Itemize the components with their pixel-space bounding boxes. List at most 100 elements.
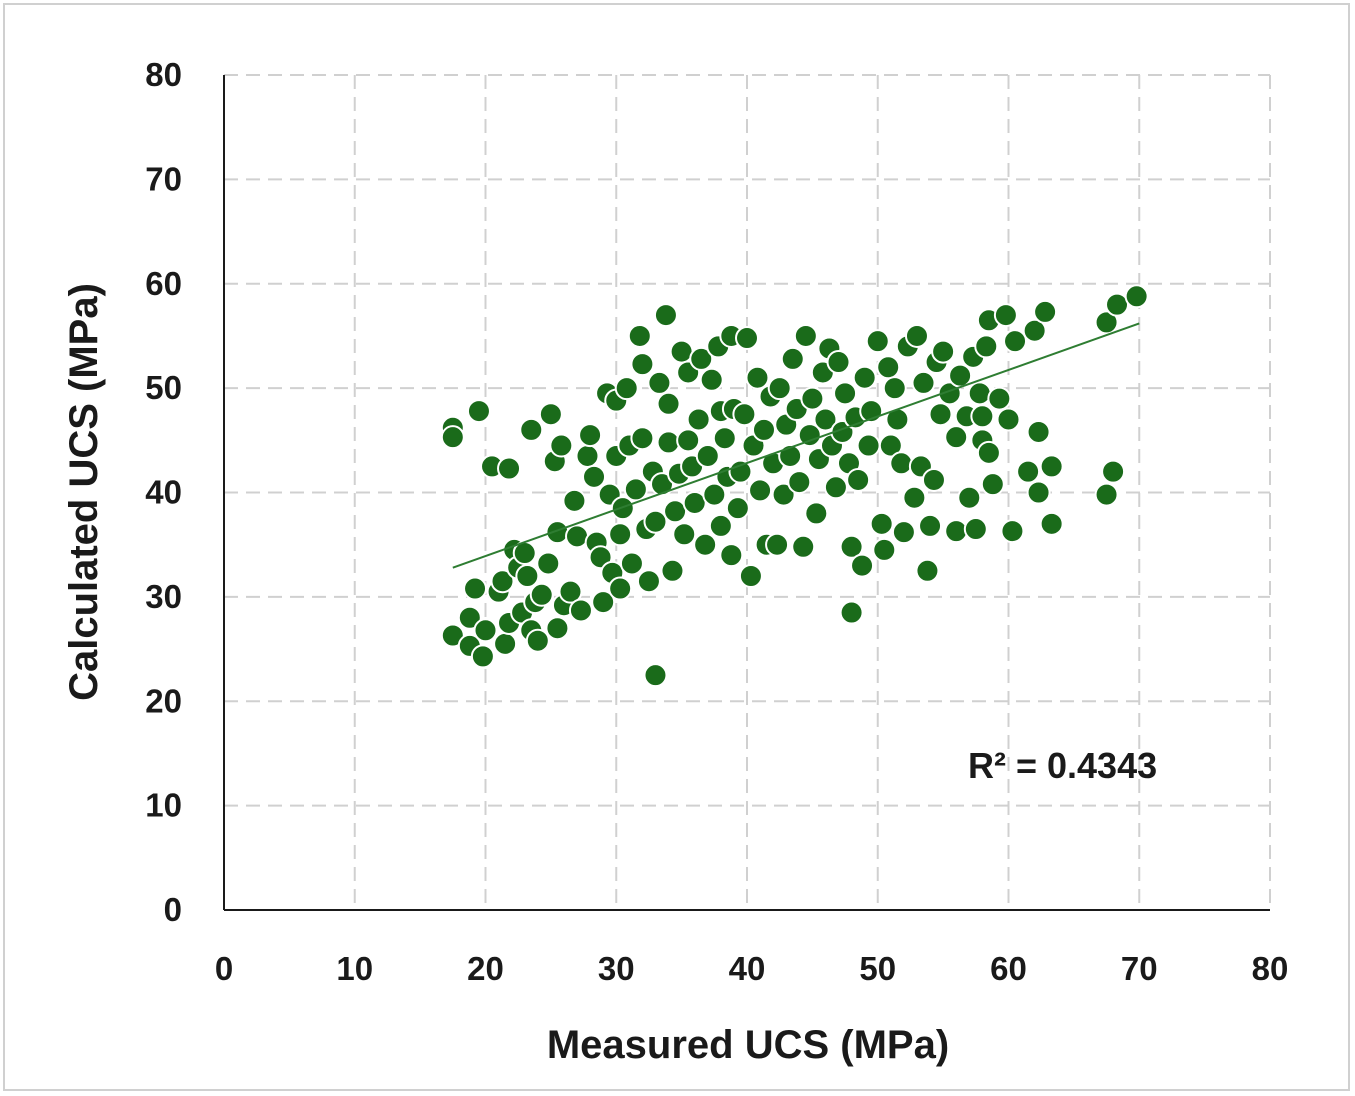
data-point <box>660 558 685 583</box>
data-point <box>689 346 714 371</box>
data-point <box>948 363 973 388</box>
data-point <box>872 537 897 562</box>
data-point <box>529 582 554 607</box>
x-tick-label: 0 <box>215 950 233 987</box>
data-point <box>738 564 763 588</box>
data-point <box>672 522 697 547</box>
data-point <box>519 417 544 442</box>
data-point <box>656 391 681 416</box>
data-point <box>686 407 711 432</box>
r-squared-label: R² = 0.4343 <box>968 745 1157 786</box>
data-point <box>735 326 759 351</box>
data-point <box>751 417 776 442</box>
data-point <box>1094 310 1119 335</box>
data-point <box>653 303 678 328</box>
data-point <box>630 426 655 451</box>
data-point <box>931 339 956 364</box>
data-point <box>693 532 718 557</box>
data-point <box>525 628 550 653</box>
data-point <box>996 407 1021 432</box>
data-point <box>748 478 773 503</box>
data-point <box>878 433 903 458</box>
data-point <box>921 467 946 492</box>
data-point <box>575 443 600 468</box>
data-point <box>826 350 851 375</box>
data-point <box>623 477 648 502</box>
data-point <box>765 532 790 557</box>
data-point <box>771 482 796 507</box>
data-point <box>627 323 652 348</box>
data-point <box>937 381 962 406</box>
data-point <box>457 605 482 630</box>
y-tick-label: 80 <box>145 56 182 93</box>
data-point <box>780 346 805 371</box>
data-point <box>793 323 818 348</box>
data-point <box>1094 482 1119 507</box>
data-point <box>928 402 953 427</box>
data-point <box>944 425 969 450</box>
data-point <box>891 520 916 545</box>
data-point <box>745 365 770 390</box>
data-points <box>440 284 1149 688</box>
data-point <box>1000 519 1025 544</box>
data-point <box>538 402 563 427</box>
data-point <box>865 329 890 354</box>
data-point <box>833 381 858 406</box>
x-tick-label: 50 <box>859 950 896 987</box>
data-point <box>804 501 829 526</box>
trendline <box>452 322 1140 569</box>
data-point <box>963 517 988 542</box>
axes <box>223 75 1270 911</box>
x-axis-title: Measured UCS (MPa) <box>547 1023 949 1067</box>
data-point <box>889 451 914 476</box>
data-point <box>643 663 668 688</box>
data-point <box>497 456 522 481</box>
data-point <box>619 551 644 576</box>
data-point <box>643 509 668 534</box>
x-tick-labels: 0 10 20 30 40 50 60 70 80 <box>215 950 1289 987</box>
data-point <box>470 644 495 669</box>
data-point <box>918 513 943 538</box>
data-point <box>993 303 1018 328</box>
data-point <box>712 426 737 451</box>
data-point <box>876 355 901 380</box>
data-point <box>630 352 655 377</box>
data-point <box>850 553 875 578</box>
data-point <box>1124 284 1149 309</box>
data-point <box>787 470 812 495</box>
data-point <box>967 381 992 406</box>
y-tick-label: 10 <box>145 787 182 824</box>
data-point <box>882 376 907 401</box>
x-tick-label: 80 <box>1252 950 1289 987</box>
data-point <box>797 423 822 448</box>
y-tick-label: 20 <box>145 682 182 719</box>
data-point <box>473 618 498 643</box>
data-point <box>970 404 995 429</box>
data-point <box>1026 419 1051 444</box>
y-tick-label: 70 <box>145 160 182 197</box>
data-point <box>568 598 593 623</box>
data-point <box>767 376 792 401</box>
data-point <box>650 472 675 497</box>
data-point <box>614 376 639 401</box>
y-tick-label: 50 <box>145 369 182 406</box>
y-tick-label: 60 <box>145 265 182 302</box>
gridlines <box>224 74 1271 910</box>
data-point <box>911 370 936 395</box>
data-point <box>536 551 561 576</box>
data-point <box>608 522 633 547</box>
x-tick-label: 40 <box>729 950 766 987</box>
data-point <box>1039 454 1064 479</box>
data-point <box>591 590 616 615</box>
data-point <box>987 386 1012 411</box>
data-point <box>440 623 465 648</box>
data-point <box>558 579 583 604</box>
data-point <box>846 467 871 492</box>
y-tick-label: 30 <box>145 578 182 615</box>
data-point <box>676 428 701 453</box>
data-point <box>656 430 681 455</box>
data-point <box>647 370 672 395</box>
data-point <box>708 513 733 538</box>
data-point <box>440 425 465 450</box>
